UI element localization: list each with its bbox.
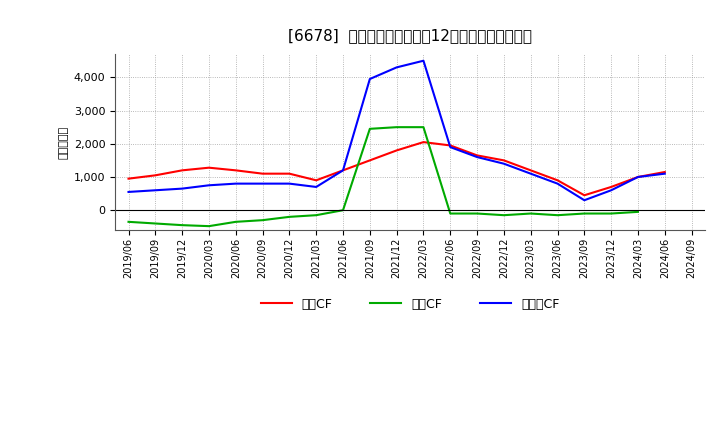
フリーCF [607,187,616,193]
投資CF [366,126,374,132]
Line: 投資CF: 投資CF [128,127,638,226]
営業CF [124,176,132,181]
投資CF [607,211,616,216]
フリーCF [500,161,508,166]
Title: [6678]  キャッシュフローの12か月移動合計の推移: [6678] キャッシュフローの12か月移動合計の推移 [288,28,532,43]
フリーCF [473,154,482,160]
営業CF [500,158,508,163]
営業CF [204,165,213,170]
営業CF [526,168,535,173]
投資CF [580,211,589,216]
営業CF [580,193,589,198]
フリーCF [231,181,240,186]
営業CF [392,148,401,153]
Line: 営業CF: 営業CF [128,142,665,195]
フリーCF [312,184,320,190]
フリーCF [366,77,374,82]
営業CF [338,168,347,173]
投資CF [500,213,508,218]
フリーCF [178,186,186,191]
フリーCF [634,174,642,180]
投資CF [231,219,240,224]
営業CF [419,139,428,145]
投資CF [446,211,454,216]
営業CF [473,153,482,158]
営業CF [607,184,616,190]
フリーCF [204,183,213,188]
投資CF [338,208,347,213]
投資CF [285,214,294,220]
営業CF [634,174,642,180]
投資CF [392,125,401,130]
営業CF [660,169,669,175]
営業CF [151,172,160,178]
フリーCF [553,181,562,186]
営業CF [285,171,294,176]
Y-axis label: （百万円）: （百万円） [58,125,68,159]
投資CF [204,224,213,229]
フリーCF [151,187,160,193]
営業CF [312,178,320,183]
フリーCF [338,168,347,173]
フリーCF [258,181,267,186]
フリーCF [660,171,669,176]
投資CF [178,223,186,228]
営業CF [258,171,267,176]
営業CF [366,158,374,163]
フリーCF [392,65,401,70]
フリーCF [419,58,428,63]
投資CF [258,217,267,223]
フリーCF [446,144,454,150]
投資CF [151,221,160,226]
投資CF [634,209,642,215]
投資CF [473,211,482,216]
営業CF [178,168,186,173]
投資CF [124,219,132,224]
投資CF [526,211,535,216]
フリーCF [124,189,132,194]
投資CF [553,213,562,218]
Legend: 営業CF, 投資CF, フリーCF: 営業CF, 投資CF, フリーCF [256,293,564,316]
投資CF [419,125,428,130]
営業CF [231,168,240,173]
フリーCF [285,181,294,186]
営業CF [553,178,562,183]
フリーCF [580,198,589,203]
Line: フリーCF: フリーCF [128,61,665,200]
投資CF [312,213,320,218]
営業CF [446,143,454,148]
フリーCF [526,171,535,176]
